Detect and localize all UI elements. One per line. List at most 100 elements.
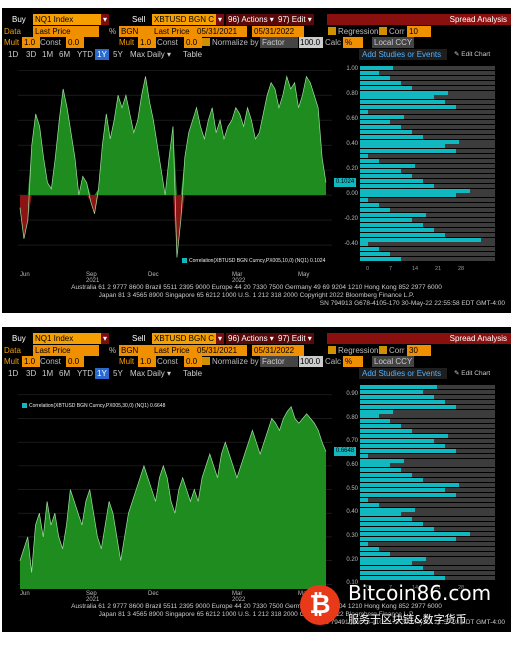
period-tab-1y[interactable]: 1Y	[95, 368, 109, 379]
normalize-checkbox[interactable]	[202, 357, 210, 365]
edit-chart-button[interactable]: ✎ Edit Chart	[454, 49, 490, 60]
pct-icon[interactable]: %	[109, 346, 117, 355]
bitcoin-logo-icon: ₿	[300, 585, 340, 625]
data-field-a[interactable]: Last Price	[33, 345, 99, 356]
regression-checkbox[interactable]	[328, 346, 336, 354]
study-row-bar	[360, 448, 456, 453]
study-list-panel[interactable]	[360, 66, 505, 262]
period-tab-5y[interactable]: 5Y	[113, 369, 123, 378]
x-tick-label: Sep 2021	[86, 591, 99, 603]
edit-menu[interactable]: 97) Edit ▾	[276, 333, 314, 344]
add-studies-input[interactable]: Add Studies or Events	[359, 368, 447, 379]
period-tab-ytd[interactable]: YTD	[77, 369, 93, 378]
ticker-a-input[interactable]: NQ1 Index	[33, 14, 103, 25]
period-tab-1y[interactable]: 1Y	[95, 49, 109, 60]
data-field-b[interactable]: Last Price	[152, 26, 196, 37]
period-tab-3d[interactable]: 3D	[26, 369, 37, 378]
dropdown-a-icon[interactable]: ▾	[101, 14, 109, 25]
period-tab-6m[interactable]: 6M	[59, 369, 71, 378]
table-button[interactable]: Table	[183, 50, 203, 59]
period-tab-6m[interactable]: 6M	[59, 50, 71, 59]
study-row-bar	[360, 105, 456, 110]
const-a-input[interactable]: 0.0	[66, 37, 84, 48]
normalize-checkbox[interactable]	[202, 38, 210, 46]
frequency-select[interactable]: Daily ▾	[147, 369, 172, 378]
period-tab-1m[interactable]: 1M	[42, 369, 54, 378]
normalize-select[interactable]: Factor	[260, 356, 298, 367]
mult-b-input[interactable]: 1.0	[138, 37, 156, 48]
add-studies-input[interactable]: Add Studies or Events	[359, 49, 447, 60]
period-tab-3d[interactable]: 3D	[26, 50, 37, 59]
study-row-bar	[360, 129, 412, 134]
regression-checkbox[interactable]	[328, 27, 336, 35]
buy-label[interactable]: Buy	[12, 15, 26, 24]
period-tab-1m[interactable]: 1M	[42, 50, 54, 59]
spread-analysis-panel-2: Buy NQ1 Index ▾ Sell XBTUSD BGN C ▾ 96) Action…	[2, 327, 511, 632]
mult-a-input[interactable]: 1.0	[22, 37, 40, 48]
correlation-chart[interactable]	[18, 383, 332, 589]
period-tab-1d[interactable]: 1D	[8, 50, 19, 59]
normalize-value-input[interactable]: 100.0	[299, 37, 323, 48]
pct-icon[interactable]: %	[109, 27, 117, 36]
date-to-input[interactable]: 05/31/2022	[252, 345, 304, 356]
calc-select[interactable]: %	[343, 37, 363, 48]
source-field[interactable]: BGN	[119, 345, 153, 356]
sell-label[interactable]: Sell	[132, 334, 146, 343]
mult-a-input[interactable]: 1.0	[22, 356, 40, 367]
table-button[interactable]: Table	[183, 369, 203, 378]
corr-window-input[interactable]: 30	[407, 345, 431, 356]
data-field-a[interactable]: Last Price	[33, 26, 99, 37]
study-row-bar	[360, 502, 379, 507]
corr-window-input[interactable]: 10	[407, 26, 431, 37]
frequency-select[interactable]: Daily ▾	[147, 50, 172, 59]
const-b-input[interactable]: 0.0	[184, 356, 202, 367]
sell-label[interactable]: Sell	[132, 15, 146, 24]
side-tick-label: 0	[366, 266, 370, 272]
actions-menu[interactable]: 96) Actions ▾	[226, 14, 276, 25]
y-tick-label: 0.90	[346, 390, 358, 397]
corr-checkbox[interactable]	[379, 27, 387, 35]
period-tab-1d[interactable]: 1D	[8, 369, 19, 378]
watermark-site: Bitcoin86.com	[348, 581, 492, 605]
date-from-input[interactable]: 05/31/2021	[195, 345, 247, 356]
ticker-b-input[interactable]: XBTUSD BGN C	[152, 333, 218, 344]
edit-menu[interactable]: 97) Edit ▾	[276, 14, 314, 25]
dropdown-b-icon[interactable]: ▾	[216, 333, 224, 344]
corr-label: Corr	[389, 27, 405, 36]
pencil-icon: ✎	[454, 370, 462, 377]
period-tab-5y[interactable]: 5Y	[113, 50, 123, 59]
normalize-value-input[interactable]: 100.0	[299, 356, 323, 367]
period-tab-ytd[interactable]: YTD	[77, 50, 93, 59]
edit-chart-button[interactable]: ✎ Edit Chart	[454, 368, 490, 379]
ticker-a-input[interactable]: NQ1 Index	[33, 333, 103, 344]
correlation-chart[interactable]	[18, 64, 332, 270]
const-b-input[interactable]: 0.0	[184, 37, 202, 48]
source-field[interactable]: BGN	[119, 26, 153, 37]
period-tab-max[interactable]: Max	[130, 369, 146, 378]
study-row-track	[360, 252, 495, 257]
x-tick-label: Jun	[20, 272, 30, 278]
study-row-bar	[360, 517, 412, 522]
const-a-input[interactable]: 0.0	[66, 356, 84, 367]
date-to-input[interactable]: 05/31/2022	[252, 26, 304, 37]
study-row-bar	[360, 512, 401, 517]
ticker-b-input[interactable]: XBTUSD BGN C	[152, 14, 218, 25]
study-row-bar	[360, 483, 459, 487]
legend-text: Correlation(XBTUSD BGN Curncy,PX005,30,0…	[29, 403, 166, 409]
corr-checkbox[interactable]	[379, 346, 387, 354]
calc-select[interactable]: %	[343, 356, 363, 367]
study-row-bar	[360, 385, 437, 389]
currency-select[interactable]: Local CCY	[372, 356, 414, 367]
dropdown-a-icon[interactable]: ▾	[101, 333, 109, 344]
dropdown-b-icon[interactable]: ▾	[216, 14, 224, 25]
date-from-input[interactable]: 05/31/2021	[195, 26, 247, 37]
study-list-panel[interactable]	[360, 385, 505, 581]
buy-label[interactable]: Buy	[12, 334, 26, 343]
currency-select[interactable]: Local CCY	[372, 37, 414, 48]
study-row-bar	[360, 242, 368, 247]
data-field-b[interactable]: Last Price	[152, 345, 196, 356]
period-tab-max[interactable]: Max	[130, 50, 146, 59]
actions-menu[interactable]: 96) Actions ▾	[226, 333, 276, 344]
mult-b-input[interactable]: 1.0	[138, 356, 156, 367]
normalize-select[interactable]: Factor	[260, 37, 298, 48]
